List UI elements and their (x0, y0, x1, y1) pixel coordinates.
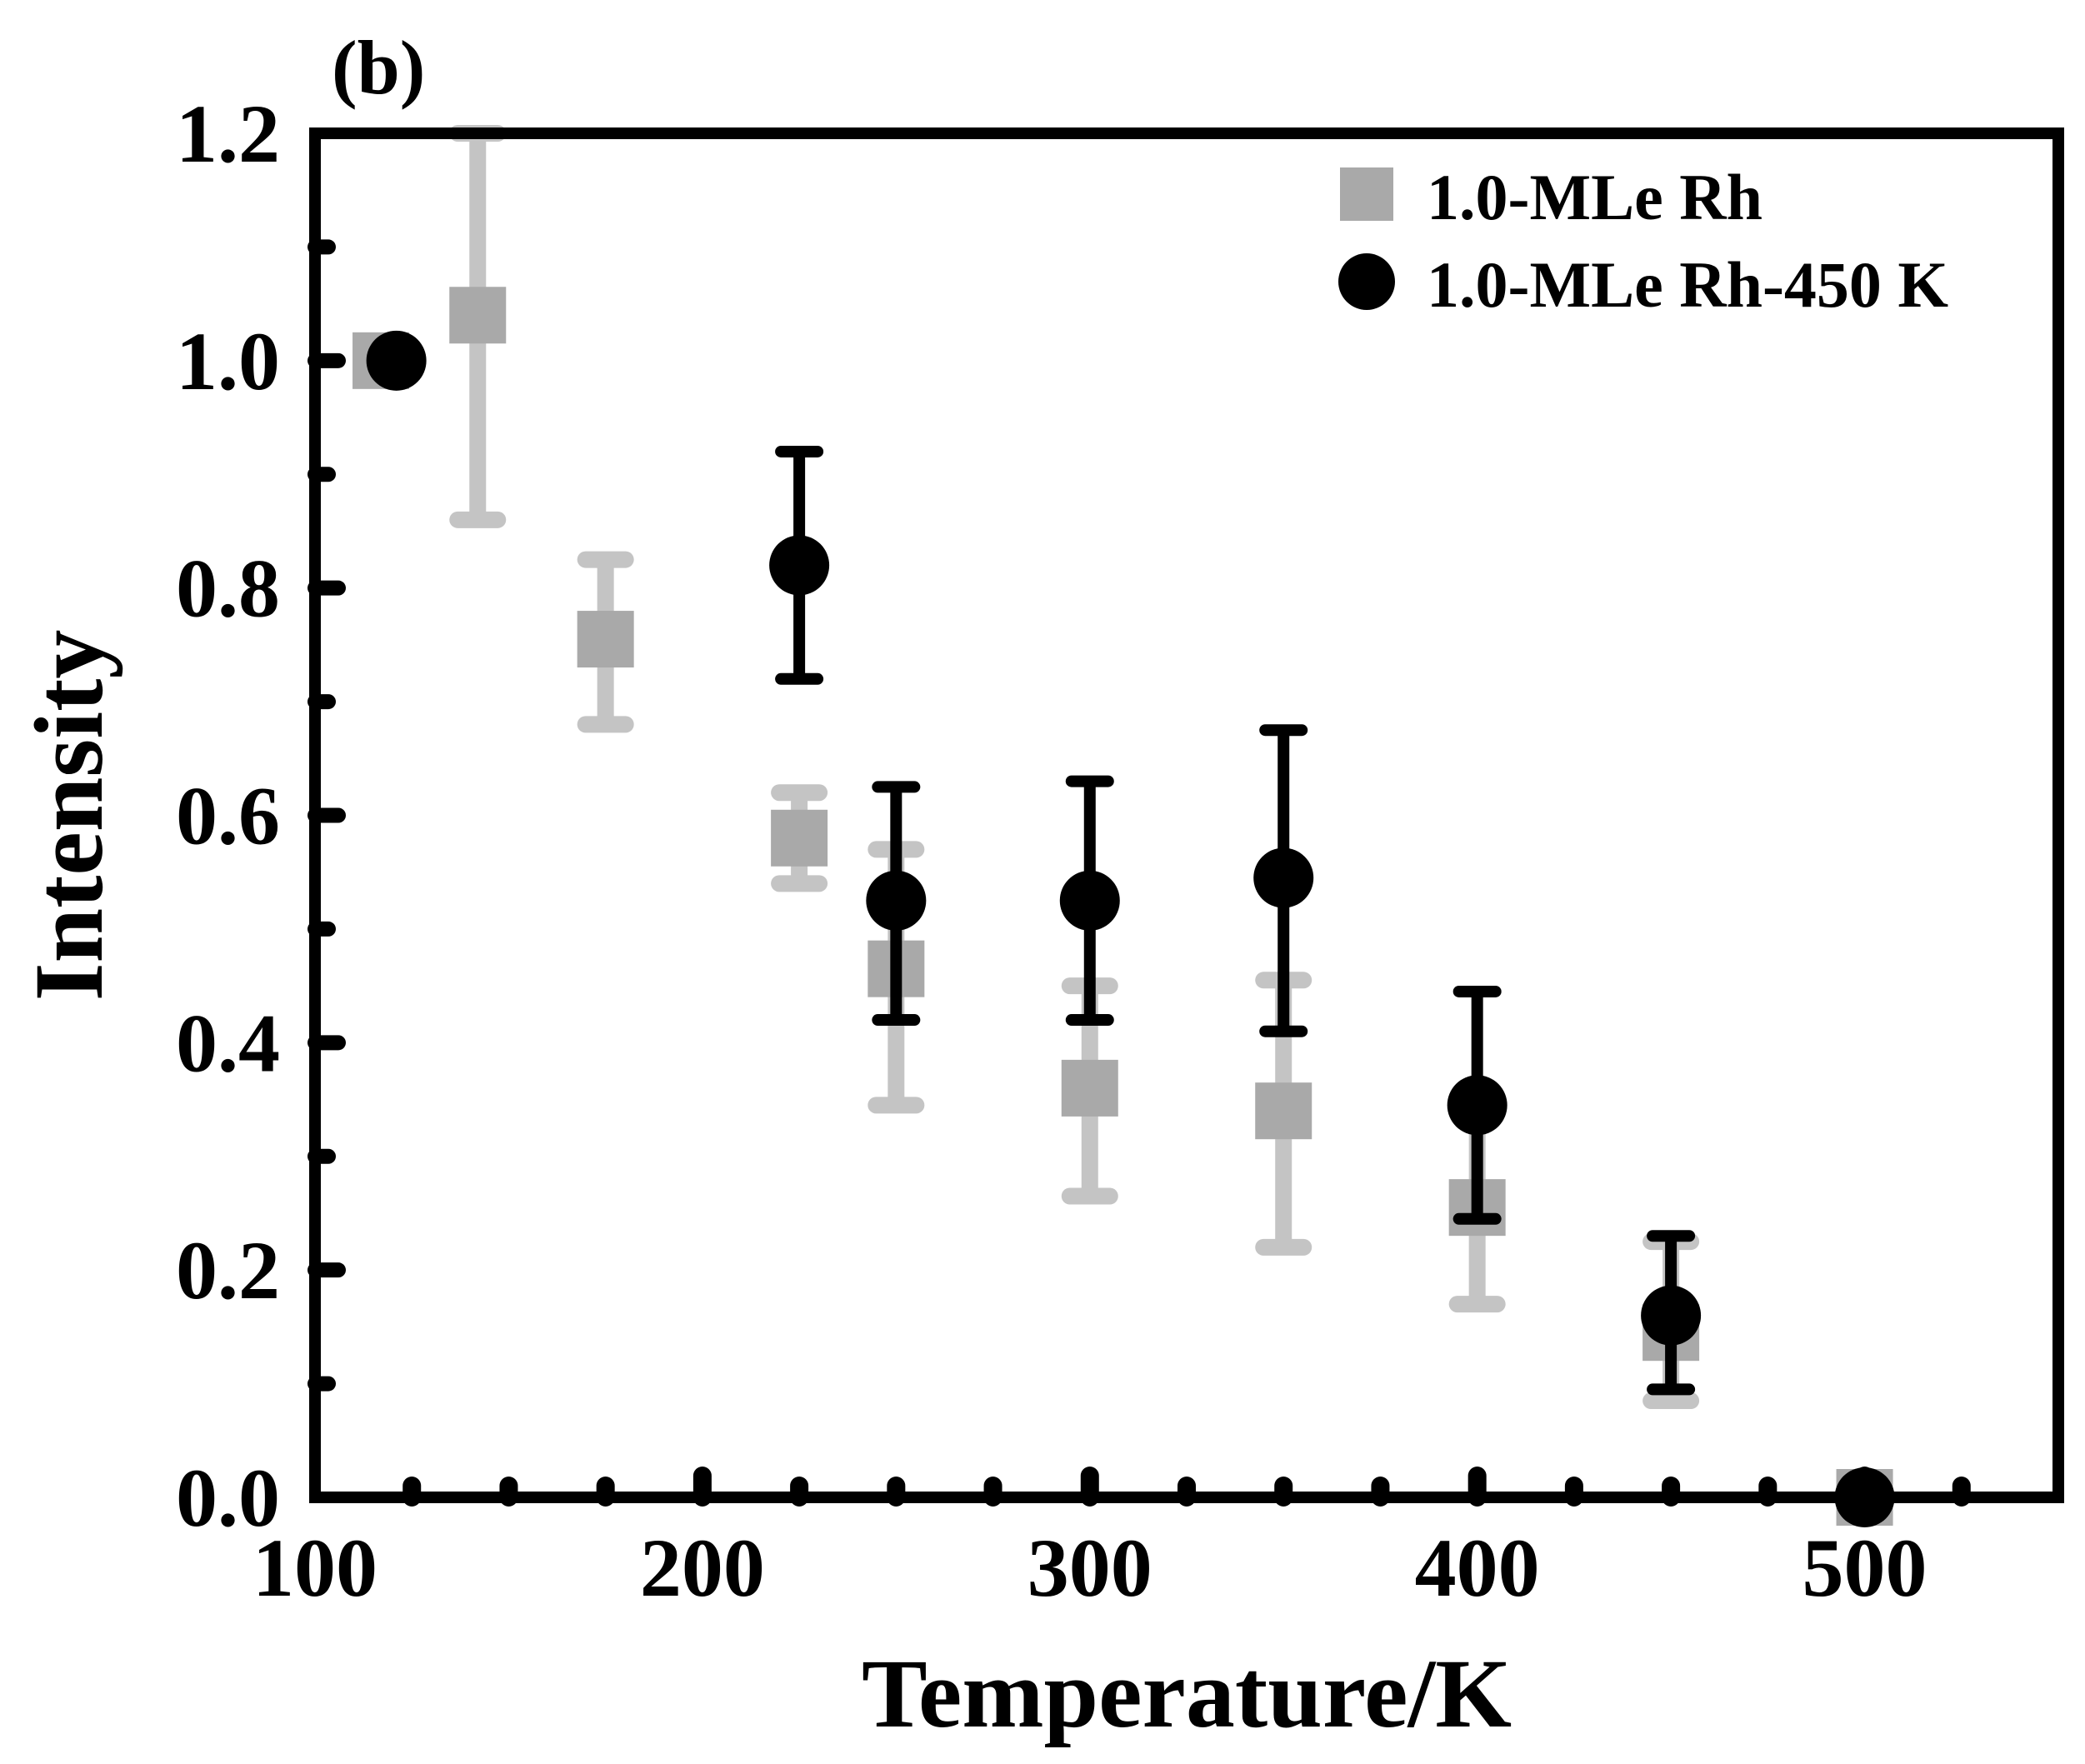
square-point (577, 611, 634, 668)
circle-point (1447, 1075, 1508, 1136)
y-tick-label: 1.0 (176, 315, 280, 407)
panel-label: (b) (332, 25, 425, 110)
legend-label: 1.0-MLe Rh (1427, 161, 1762, 233)
y-tick-label: 0.6 (176, 770, 280, 862)
y-tick-label: 1.2 (176, 87, 280, 180)
legend-square-marker (1340, 167, 1393, 221)
square-point (1255, 1082, 1312, 1140)
data-layer (352, 125, 1895, 1527)
y-axis-label: Intensity (14, 630, 123, 1002)
x-axis-label: Temperature/K (862, 1639, 1512, 1748)
plot-frame (309, 127, 2064, 1503)
y-tick-label: 0.0 (176, 1452, 280, 1544)
circle-point (866, 870, 927, 931)
series-2 (366, 330, 1895, 1527)
circle-point (769, 535, 830, 596)
legend-circle-marker (1338, 253, 1395, 310)
circle-point (366, 330, 427, 391)
x-tick-label: 300 (1028, 1522, 1152, 1614)
x-tick-label: 200 (640, 1522, 765, 1614)
labels-layer: (b) Temperature/K Intensity 100 200 300 400… (14, 25, 1928, 1748)
ticks-layer (308, 239, 1971, 1507)
y-tick-label: 0.4 (176, 997, 280, 1089)
circle-point (1253, 847, 1314, 908)
legend: 1.0-MLe Rh 1.0-MLe Rh-450 K (1338, 161, 1948, 321)
square-point (771, 809, 828, 867)
y-tick-label: 0.8 (176, 542, 280, 635)
square-point (449, 287, 507, 344)
square-point (1061, 1059, 1118, 1117)
x-tick-label: 400 (1415, 1522, 1540, 1614)
legend-label: 1.0-MLe Rh-450 K (1427, 248, 1948, 321)
circle-point (1059, 870, 1120, 931)
x-tick-label: 100 (252, 1522, 378, 1614)
y-tick-label: 0.2 (176, 1224, 280, 1317)
x-tick-label: 500 (1802, 1522, 1928, 1614)
circle-point (1641, 1285, 1702, 1346)
